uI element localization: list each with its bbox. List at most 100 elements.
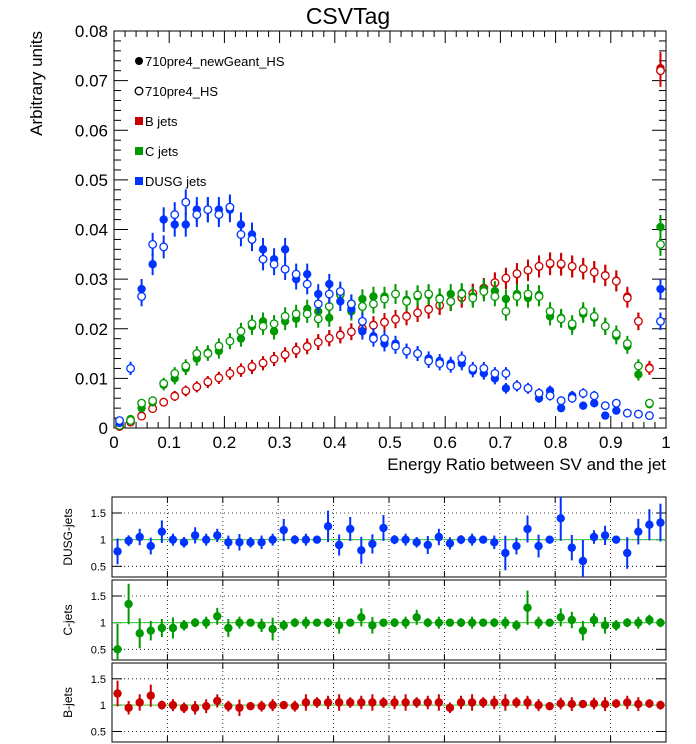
ratio-panel-3: 0.5 1 1.5 B-jets [61,662,667,743]
data-point [203,377,213,387]
y-tick-label: 0.03 [75,270,108,289]
data-point [179,538,189,547]
data-point [290,535,300,544]
data-point [578,264,588,274]
data-point [269,319,279,329]
data-point [159,397,169,407]
data-point [644,364,654,373]
data-point [368,334,378,344]
data-point [656,316,665,326]
ratio-y-tick-label: 1.5 [91,674,106,686]
data-point [656,700,665,710]
data-point [633,409,643,419]
data-point [346,299,356,309]
data-point [545,306,555,316]
data-point [323,698,333,707]
data-point [357,546,366,555]
data-point [501,548,510,558]
data-point [379,698,388,707]
data-point [501,273,511,283]
data-point [380,294,389,304]
data-point [656,239,665,249]
data-point [257,621,266,630]
data-point [534,388,544,398]
data-point [611,621,621,630]
data-point [412,698,421,707]
data-point [146,541,155,551]
data-point [390,535,399,544]
data-point [137,411,147,421]
y-tick-label: 0.02 [75,320,108,339]
data-point [368,299,378,309]
data-point [126,364,136,373]
y-tick-label: 0.07 [75,72,108,91]
ratio-y-label: DUSG-jets [61,508,75,565]
data-point [113,645,122,654]
data-point [512,698,521,707]
data-point [192,210,202,220]
data-point [634,699,643,709]
data-point [224,538,233,547]
data-point [456,618,466,627]
data-point [280,264,290,274]
data-point [523,383,533,393]
data-point [214,210,224,220]
data-point [435,359,445,368]
data-point [501,618,510,627]
x-tick-label: 0.1 [157,433,181,452]
data-point [611,329,621,339]
series-b-jets-open [115,54,665,431]
data-point [589,699,599,708]
data-point [512,541,521,551]
x-tick-label: 0.5 [378,433,402,452]
data-point [124,599,133,609]
data-point [424,356,434,366]
data-point [168,623,178,633]
data-point [512,292,522,301]
data-point [446,361,456,371]
data-point [357,316,367,326]
data-point [280,245,290,254]
ratio-y-label: C-jets [61,604,75,635]
series-b-jets-filled [115,52,665,431]
data-point [545,701,554,711]
data-point [501,368,511,378]
data-point [545,258,555,268]
data-point [214,341,224,351]
ratio-panel-1: 0.5 1 1.5 DUSG-jets [61,496,667,578]
y-axis-label: Arbitrary units [27,31,46,136]
data-point [269,259,279,269]
data-point [545,535,554,544]
legend-marker [135,147,143,155]
data-point [578,306,588,316]
data-point [490,538,499,547]
data-point [391,314,400,324]
data-point [268,700,277,710]
legend: 710pre4_newGeant_HS 710pre4_HS B jets C jet… [134,54,285,189]
data-point [600,699,610,709]
data-point [236,230,246,239]
data-point [445,618,455,627]
data-point [512,381,522,391]
data-point [523,603,532,612]
x-tick-label: 0.6 [433,433,457,452]
data-point [280,350,290,360]
data-point [148,396,158,406]
data-point [456,698,466,707]
data-point [170,210,180,220]
data-point [137,398,147,408]
data-point [334,621,344,630]
data-point [124,536,133,545]
data-point [645,699,654,708]
data-point [468,293,478,303]
data-point [291,345,301,355]
data-point [379,618,388,627]
data-point [290,618,300,627]
data-point [644,398,654,408]
data-point [279,700,288,710]
data-point [589,267,599,277]
data-point [302,309,312,319]
data-point [302,342,312,352]
data-point [324,333,334,343]
data-point [236,365,246,375]
